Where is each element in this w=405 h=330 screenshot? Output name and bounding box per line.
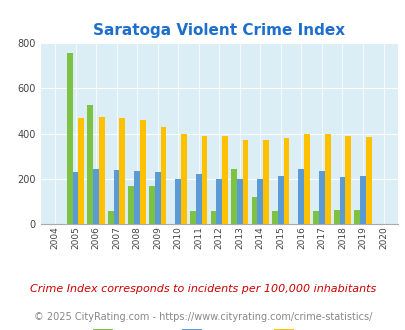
- Bar: [113, 170, 119, 224]
- Bar: [160, 127, 166, 224]
- Bar: [140, 120, 145, 224]
- Bar: [201, 136, 207, 224]
- Bar: [87, 105, 93, 224]
- Bar: [333, 210, 339, 224]
- Bar: [230, 169, 236, 224]
- Bar: [298, 169, 303, 224]
- Bar: [175, 179, 181, 224]
- Bar: [257, 179, 262, 224]
- Bar: [134, 171, 140, 224]
- Bar: [222, 136, 227, 224]
- Bar: [354, 210, 359, 224]
- Bar: [318, 171, 324, 224]
- Legend: Saratoga, Wyoming, National: Saratoga, Wyoming, National: [88, 324, 349, 330]
- Bar: [313, 211, 318, 224]
- Bar: [78, 118, 84, 224]
- Bar: [345, 136, 350, 224]
- Bar: [277, 176, 283, 224]
- Bar: [93, 169, 99, 224]
- Bar: [303, 134, 309, 224]
- Bar: [271, 211, 277, 224]
- Bar: [181, 134, 186, 224]
- Bar: [242, 141, 248, 224]
- Title: Saratoga Violent Crime Index: Saratoga Violent Crime Index: [93, 22, 344, 38]
- Bar: [236, 179, 242, 224]
- Bar: [99, 116, 104, 224]
- Bar: [128, 186, 134, 224]
- Bar: [119, 118, 125, 224]
- Bar: [190, 211, 195, 224]
- Bar: [283, 138, 289, 224]
- Bar: [262, 141, 268, 224]
- Bar: [216, 179, 222, 224]
- Bar: [339, 177, 345, 224]
- Text: © 2025 CityRating.com - https://www.cityrating.com/crime-statistics/: © 2025 CityRating.com - https://www.city…: [34, 312, 371, 322]
- Bar: [324, 134, 330, 224]
- Bar: [251, 197, 257, 224]
- Bar: [72, 172, 78, 224]
- Bar: [67, 53, 72, 224]
- Bar: [210, 211, 216, 224]
- Text: Crime Index corresponds to incidents per 100,000 inhabitants: Crime Index corresponds to incidents per…: [30, 284, 375, 294]
- Bar: [365, 137, 371, 224]
- Bar: [359, 176, 365, 224]
- Bar: [154, 172, 160, 224]
- Bar: [149, 186, 154, 224]
- Bar: [195, 175, 201, 224]
- Bar: [108, 211, 113, 224]
